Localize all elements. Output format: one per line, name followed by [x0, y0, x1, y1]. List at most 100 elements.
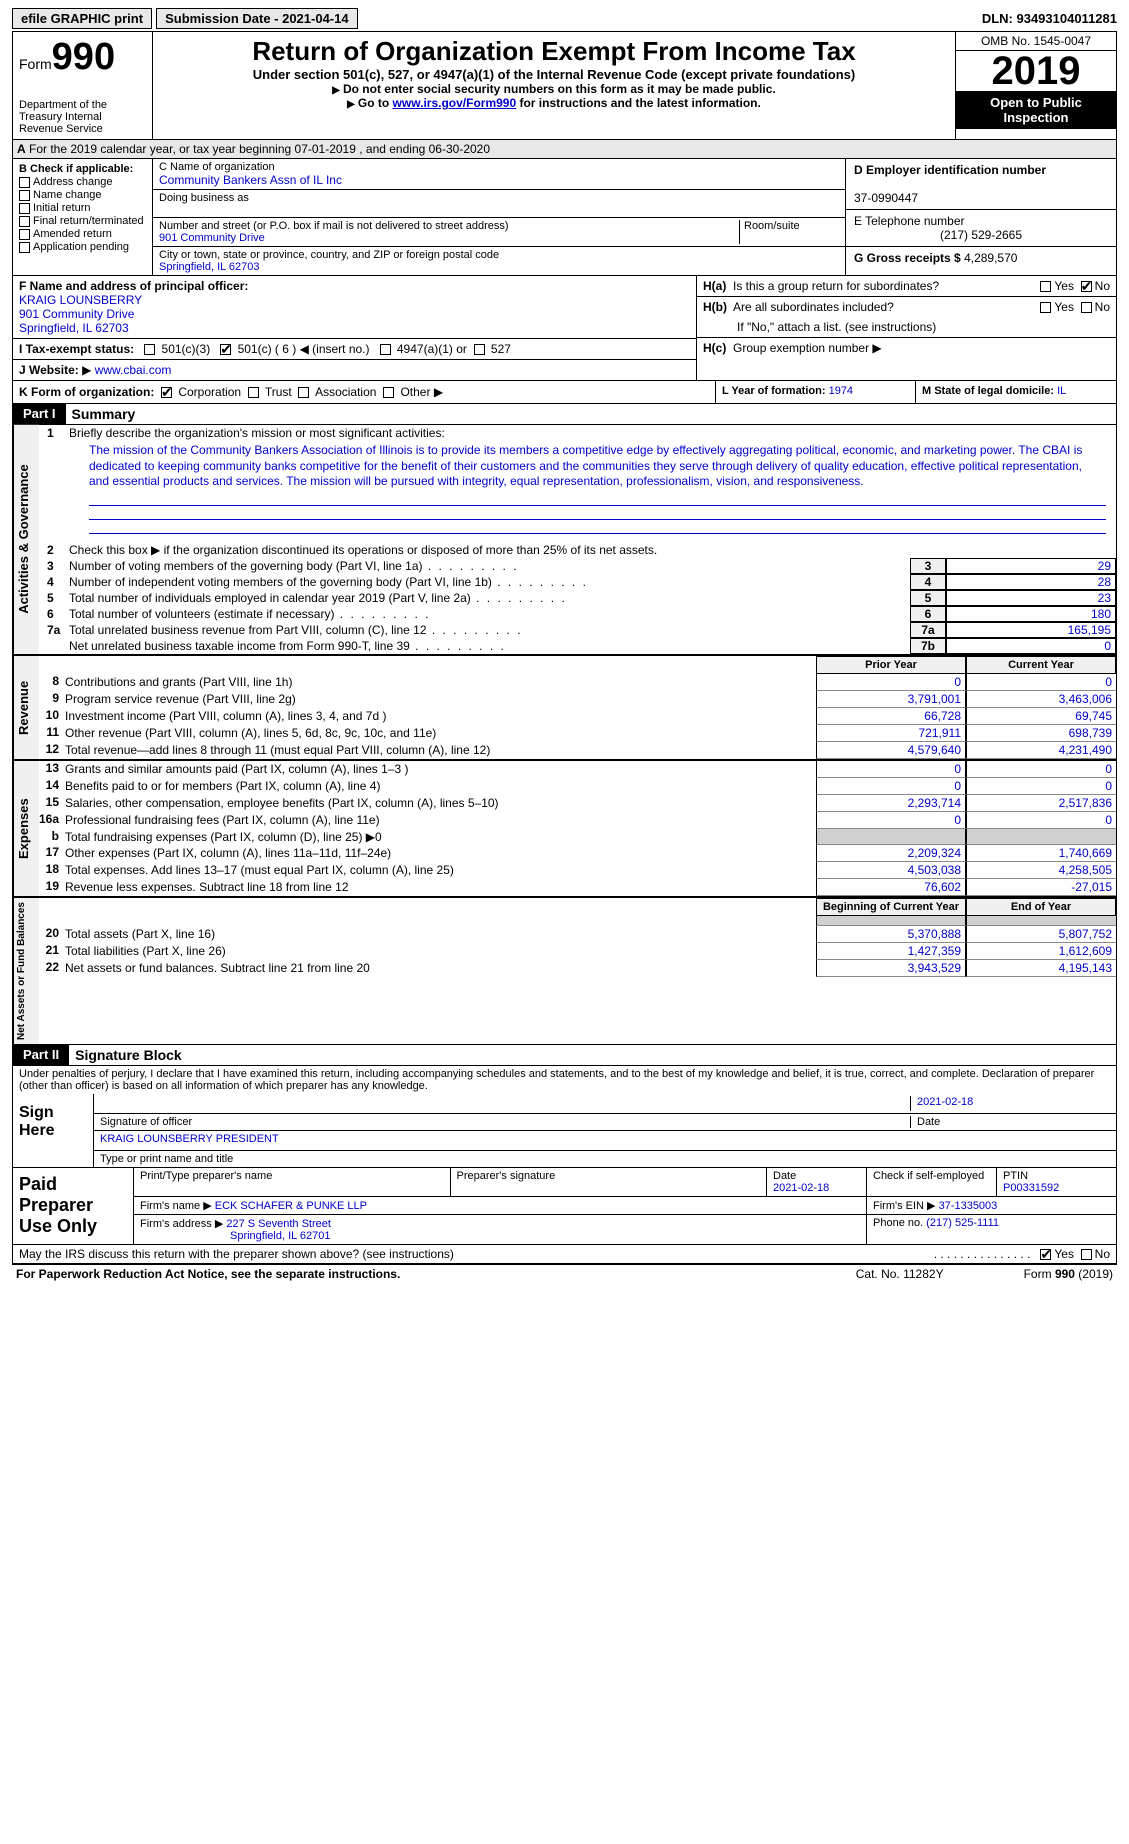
line19-py: 76,602 — [816, 879, 966, 896]
trust-label: Trust — [265, 385, 292, 399]
line10-label: Investment income (Part VIII, column (A)… — [65, 708, 816, 725]
initial-return-checkbox[interactable] — [19, 203, 30, 214]
line15-py: 2,293,714 — [816, 795, 966, 812]
501c3-checkbox[interactable] — [144, 344, 155, 355]
pra-notice: For Paperwork Reduction Act Notice, see … — [16, 1267, 856, 1281]
f-officer-label: F Name and address of principal officer: — [19, 279, 248, 293]
line11-py: 721,911 — [816, 725, 966, 742]
officer-addr1: 901 Community Drive — [19, 307, 134, 321]
org-name: Community Bankers Assn of IL Inc — [159, 173, 342, 187]
gross-receipts: 4,289,570 — [964, 251, 1017, 265]
city-state-zip: Springfield, IL 62703 — [159, 261, 260, 273]
line10-py: 66,728 — [816, 708, 966, 725]
prep-date-label: Date — [773, 1170, 796, 1182]
goto-prefix: Go to — [347, 96, 392, 110]
line2-label: Check this box ▶ if the organization dis… — [69, 543, 1112, 557]
hc-label: Group exemption number — [733, 341, 869, 355]
current-year-hdr: Current Year — [966, 656, 1116, 674]
hb-yes-checkbox[interactable] — [1040, 302, 1051, 313]
line4-label: Number of independent voting members of … — [69, 575, 906, 589]
line14-cy: 0 — [966, 778, 1116, 795]
perjury-text: Under penalties of perjury, I declare th… — [12, 1066, 1117, 1094]
discuss-yes-checkbox[interactable] — [1040, 1249, 1051, 1260]
name-change-checkbox[interactable] — [19, 190, 30, 201]
officer-name: KRAIG LOUNSBERRY — [19, 293, 142, 307]
other-checkbox[interactable] — [383, 387, 394, 398]
i-label: I Tax-exempt status: — [19, 342, 134, 356]
firm-addr-label: Firm's address ▶ — [140, 1218, 223, 1230]
527-label: 527 — [491, 342, 511, 356]
hb-no-checkbox[interactable] — [1081, 302, 1092, 313]
addr-change-checkbox[interactable] — [19, 177, 30, 188]
irs-link[interactable]: www.irs.gov/Form990 — [393, 96, 517, 110]
corp-checkbox[interactable] — [161, 387, 172, 398]
g-gross-label: G Gross receipts $ — [854, 251, 961, 265]
firm-city-value: Springfield, IL 62701 — [140, 1230, 331, 1242]
e-phone-label: E Telephone number — [854, 214, 965, 228]
ha-yes-checkbox[interactable] — [1040, 281, 1051, 292]
insert-no-label: (insert no.) — [312, 342, 369, 356]
line18-py: 4,503,038 — [816, 862, 966, 879]
line16a-cy: 0 — [966, 812, 1116, 829]
l-label: L Year of formation: — [722, 385, 826, 397]
line9-py: 3,791,001 — [816, 691, 966, 708]
form-number: 990 — [52, 36, 115, 78]
501c-label: 501(c) ( 6 ) — [238, 342, 297, 356]
k-label: K Form of organization: — [19, 385, 154, 399]
goto-suffix: for instructions and the latest informat… — [516, 96, 761, 110]
cat-no: Cat. No. 11282Y — [856, 1267, 944, 1281]
sig-officer-label: Signature of officer — [100, 1116, 910, 1128]
app-pending-checkbox[interactable] — [19, 242, 30, 253]
tax-year: 2019 — [956, 51, 1116, 91]
line10-cy: 69,745 — [966, 708, 1116, 725]
line16a-py: 0 — [816, 812, 966, 829]
paid-preparer-label: Paid Preparer Use Only — [13, 1168, 133, 1244]
line12-cy: 4,231,490 — [966, 742, 1116, 759]
prep-date-value: 2021-02-18 — [773, 1182, 829, 1194]
hb-label: Are all subordinates included? — [733, 300, 894, 314]
hb-note: If "No," attach a list. (see instruction… — [697, 317, 1116, 338]
527-checkbox[interactable] — [474, 344, 485, 355]
line6-value: 180 — [946, 606, 1116, 622]
c-name-label: C Name of organization — [159, 161, 275, 173]
form-footer: Form 990 (2019) — [1024, 1267, 1113, 1281]
sign-date-value: 2021-02-18 — [910, 1096, 1110, 1111]
open-public-badge: Open to Public Inspection — [956, 91, 1116, 129]
prep-print-label: Print/Type preparer's name — [133, 1168, 450, 1196]
other-label: Other — [400, 385, 430, 399]
sign-date-label: Date — [910, 1116, 1110, 1128]
firm-phone-label: Phone no. — [873, 1217, 923, 1229]
line12-py: 4,579,640 — [816, 742, 966, 759]
line14-py: 0 — [816, 778, 966, 795]
line16a-label: Professional fundraising fees (Part IX, … — [65, 812, 816, 829]
box-b: B Check if applicable: Address change Na… — [13, 159, 153, 275]
line17-py: 2,209,324 — [816, 845, 966, 862]
efile-print-button[interactable]: efile GRAPHIC print — [12, 8, 152, 29]
line14-label: Benefits paid to or for members (Part IX… — [65, 778, 816, 795]
corp-label: Corporation — [178, 385, 241, 399]
vtab-expenses: Expenses — [13, 761, 39, 896]
sign-here-label: Sign Here — [13, 1094, 93, 1167]
amended-checkbox[interactable] — [19, 229, 30, 240]
dln-label: DLN: 93493104011281 — [982, 11, 1117, 26]
d-ein-label: D Employer identification number — [854, 163, 1046, 177]
assoc-label: Association — [315, 385, 376, 399]
state-domicile: IL — [1057, 385, 1066, 397]
discuss-no-checkbox[interactable] — [1081, 1249, 1092, 1260]
sigblock-title: Signature Block — [69, 1045, 1116, 1065]
trust-checkbox[interactable] — [248, 387, 259, 398]
4947-checkbox[interactable] — [380, 344, 391, 355]
ha-no-checkbox[interactable] — [1081, 281, 1092, 292]
501c-checkbox[interactable] — [220, 344, 231, 355]
final-return-checkbox[interactable] — [19, 216, 30, 227]
line5-label: Total number of individuals employed in … — [69, 591, 906, 605]
assoc-checkbox[interactable] — [298, 387, 309, 398]
room-label: Room/suite — [739, 220, 839, 244]
line12-label: Total revenue—add lines 8 through 11 (mu… — [65, 742, 816, 759]
line22-cy: 4,195,143 — [966, 960, 1116, 977]
line9-cy: 3,463,006 — [966, 691, 1116, 708]
firm-addr-value: 227 S Seventh Street — [226, 1218, 331, 1230]
line7a-label: Total unrelated business revenue from Pa… — [69, 623, 906, 637]
city-label: City or town, state or province, country… — [159, 249, 499, 261]
vtab-governance: Activities & Governance — [13, 425, 39, 654]
